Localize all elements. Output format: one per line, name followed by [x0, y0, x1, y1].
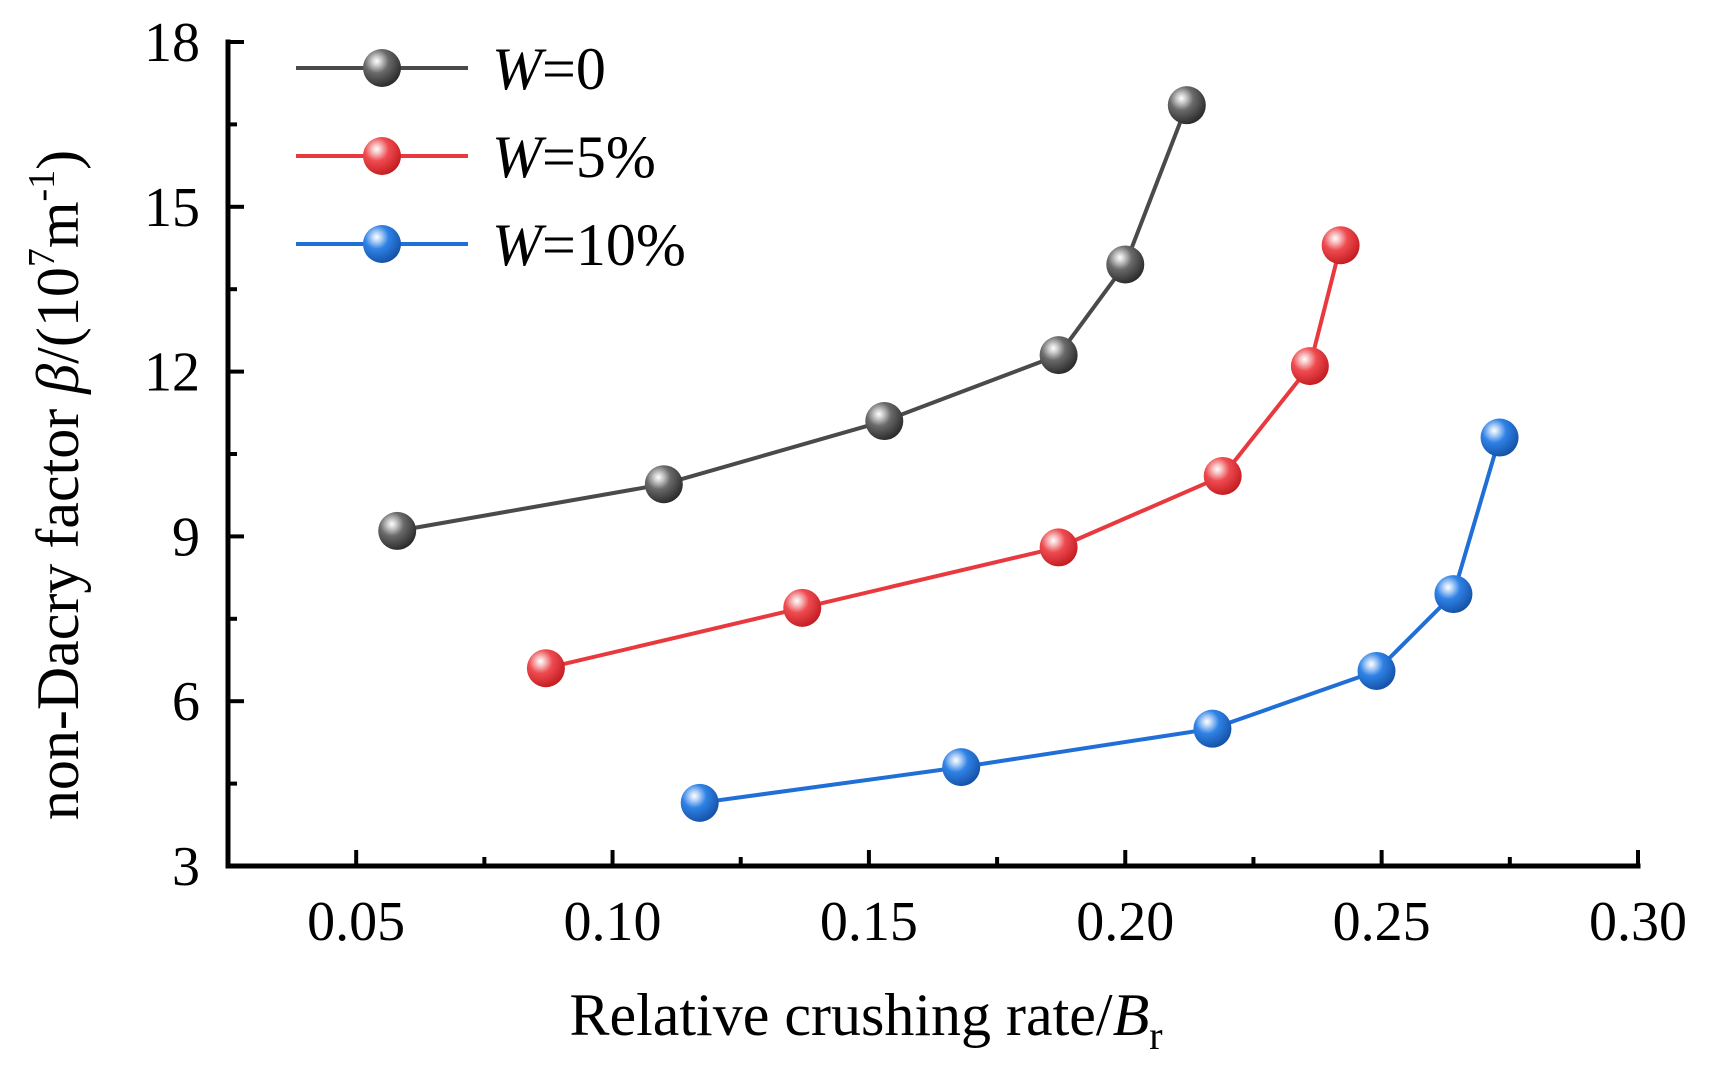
data-point-1-1 [783, 588, 822, 627]
x-tick-label-0: 0.05 [307, 891, 405, 953]
series-1 [526, 226, 1360, 688]
legend-entry-0: W=0 [296, 36, 606, 102]
y-tick-label-5: 18 [144, 12, 200, 74]
y-tick-label-2: 9 [172, 506, 200, 568]
x-tick-label-5: 0.30 [1589, 891, 1687, 953]
data-point-0-5 [1167, 86, 1206, 125]
x-tick-label-1: 0.10 [564, 891, 662, 953]
legend: W=0 W=5% W=10% [296, 36, 686, 278]
x-axis-title: Relative crushing rate/Br [569, 982, 1162, 1058]
data-point-2-5 [1480, 418, 1519, 457]
series-line-1 [545, 244, 1343, 671]
legend-marker-0 [363, 49, 401, 87]
legend-label-2: W=10% [492, 212, 686, 278]
data-point-1-4 [1290, 347, 1329, 386]
legend-label-1: W=5% [492, 124, 656, 190]
data-point-1-2 [1039, 528, 1078, 567]
y-tick-label-4: 15 [144, 177, 200, 239]
x-tick-label-2: 0.15 [820, 891, 918, 953]
y-tick-label-0: 3 [172, 836, 200, 898]
data-point-2-2 [1193, 709, 1232, 748]
data-point-1-5 [1321, 226, 1360, 265]
data-point-2-4 [1434, 575, 1473, 614]
data-point-0-4 [1106, 245, 1145, 284]
y-axis-title: non-Dacry factor β/(107m-1) [21, 150, 91, 820]
series-0 [378, 86, 1206, 550]
legend-label-0: W=0 [492, 36, 606, 102]
series-layer [378, 86, 1519, 822]
axes: 0.05 0.10 0.15 0.20 0.25 0.30 3 6 9 12 15 18 [144, 12, 1687, 953]
series-line-2 [699, 436, 1502, 805]
data-point-0-3 [1039, 336, 1078, 375]
series-2 [680, 418, 1519, 822]
series-line-0 [396, 104, 1189, 533]
legend-entry-1: W=5% [296, 124, 656, 190]
data-point-0-0 [378, 511, 417, 550]
y-tick-label-1: 6 [172, 671, 200, 733]
data-point-0-1 [644, 465, 683, 504]
legend-entry-2: W=10% [296, 212, 686, 278]
data-point-2-1 [942, 748, 981, 787]
data-point-2-3 [1357, 651, 1396, 690]
data-point-0-2 [865, 402, 904, 441]
data-point-2-0 [680, 783, 719, 822]
legend-marker-1 [363, 137, 401, 175]
data-point-1-3 [1203, 456, 1242, 495]
legend-marker-2 [363, 225, 401, 263]
y-tick-label-3: 12 [144, 342, 200, 404]
data-point-1-0 [526, 649, 565, 688]
x-tick-label-4: 0.25 [1333, 891, 1431, 953]
x-tick-label-3: 0.20 [1076, 891, 1174, 953]
